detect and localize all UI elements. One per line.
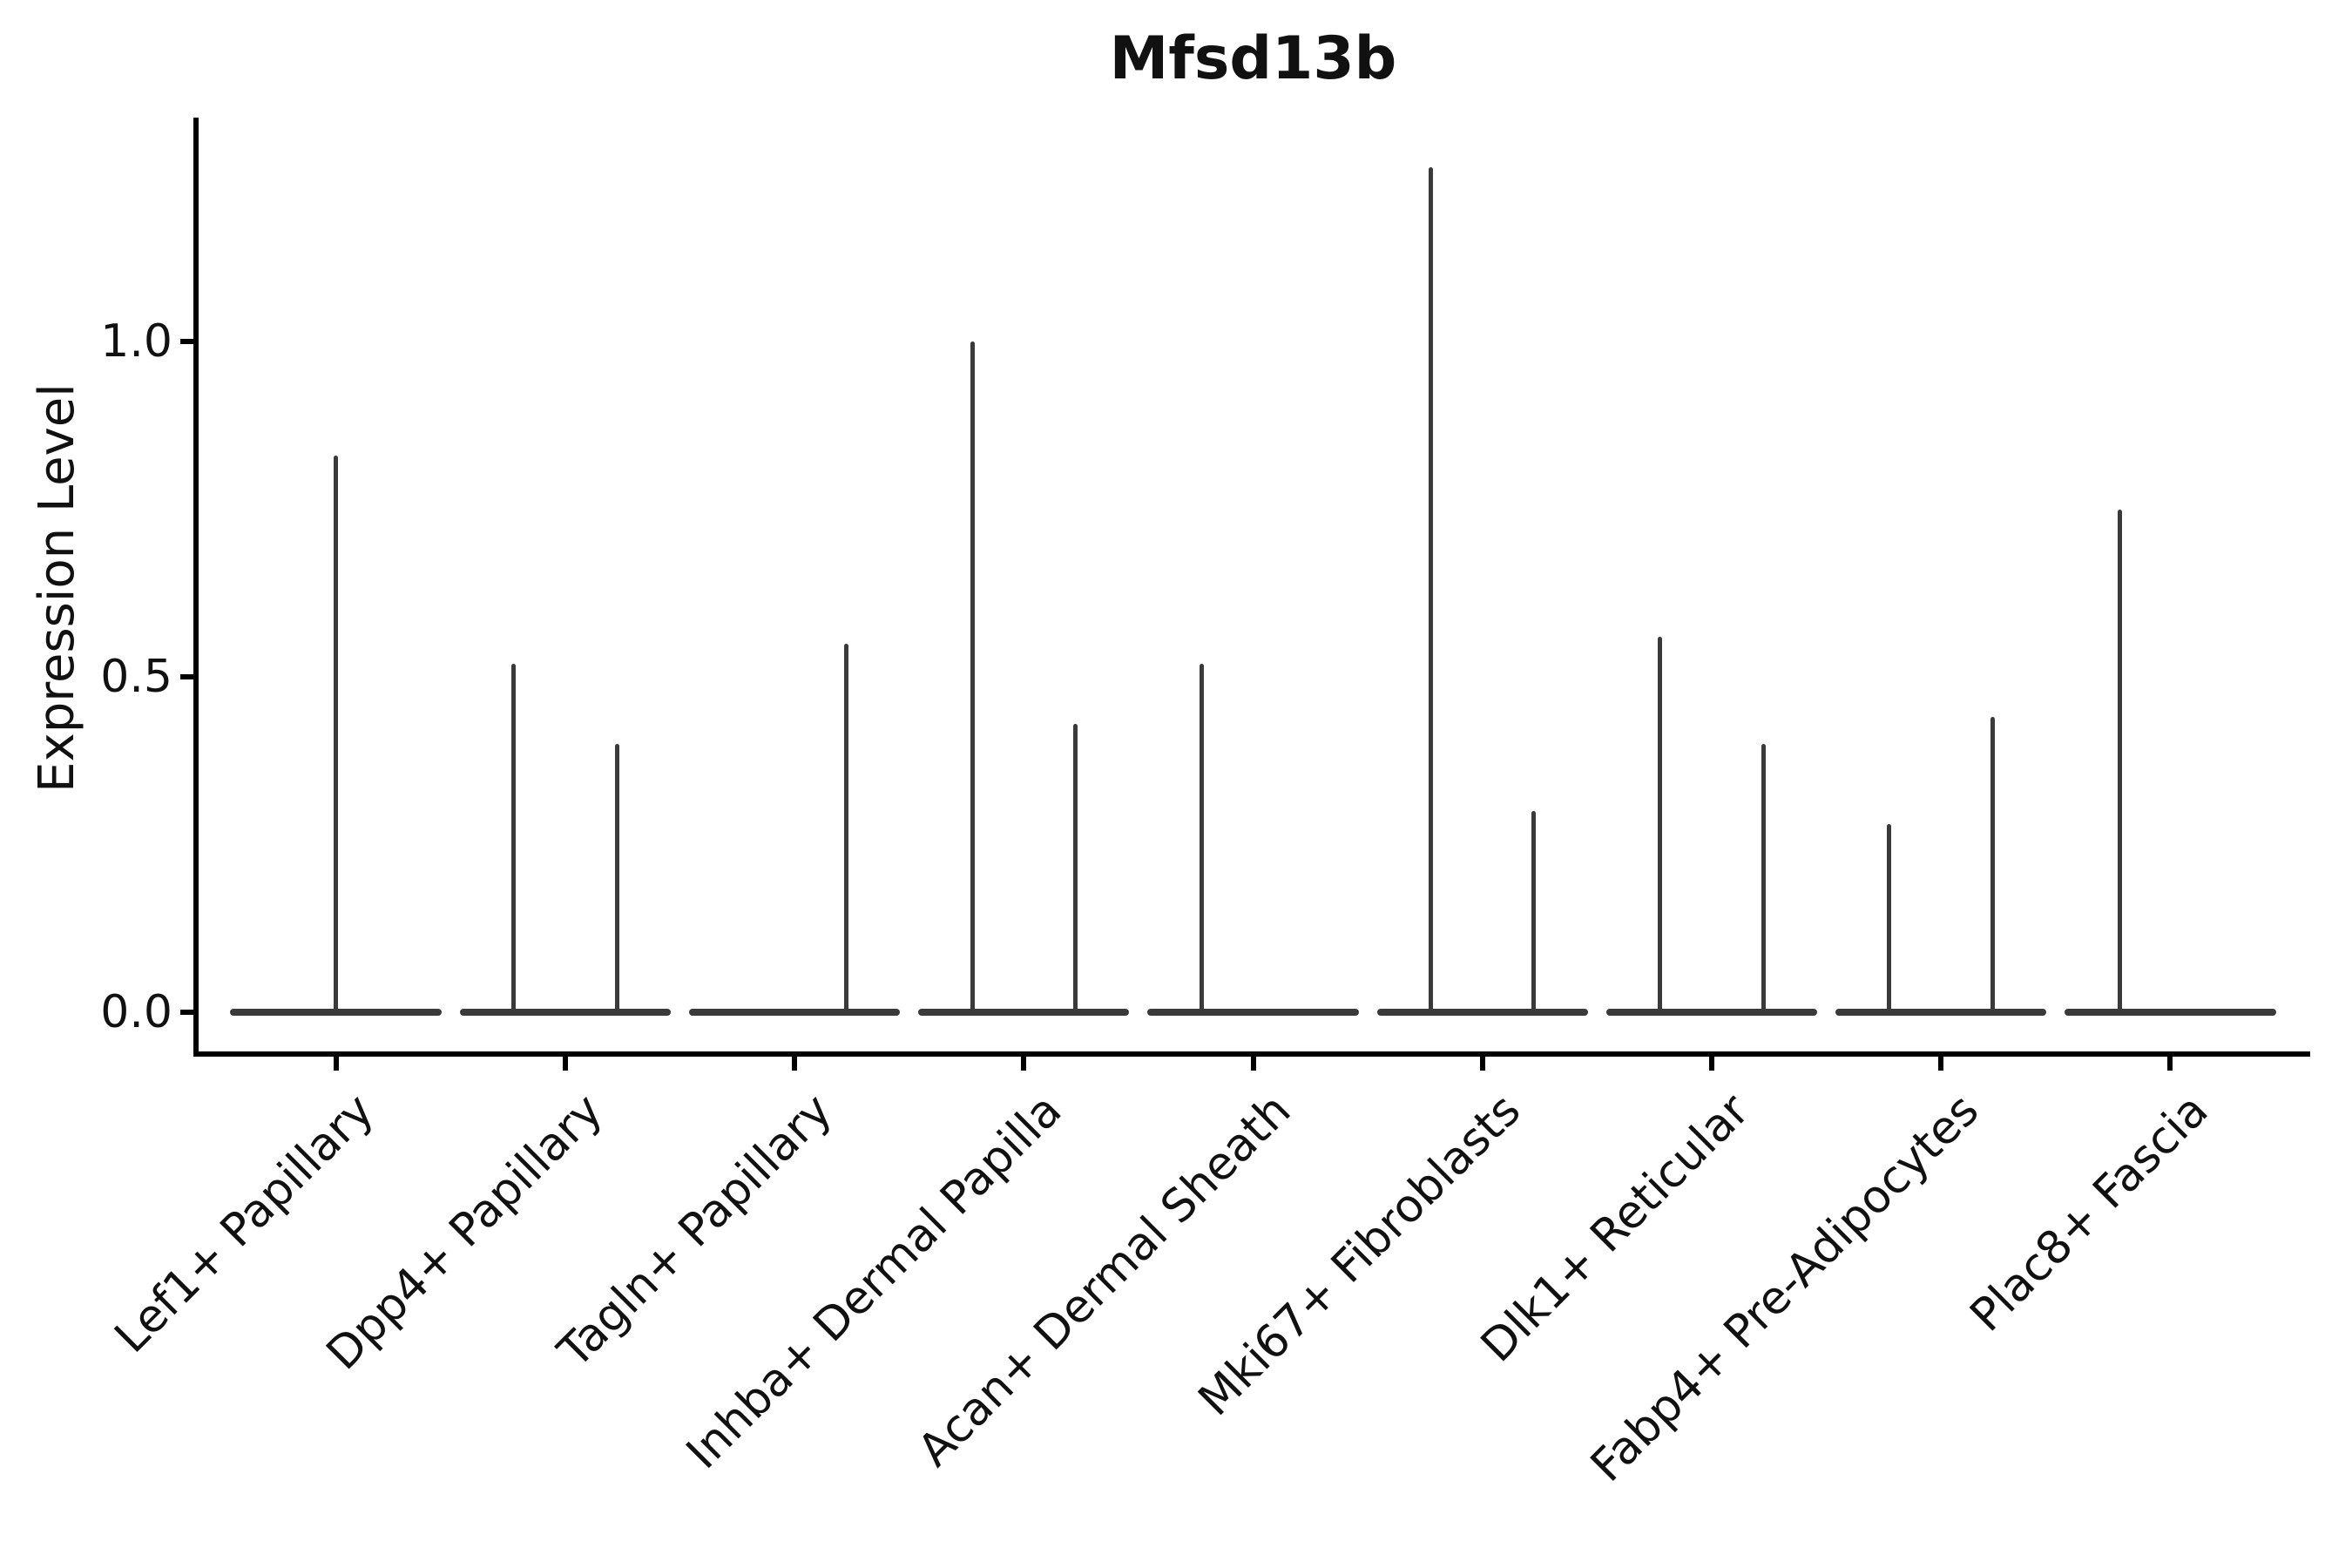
x-tick-mark [333,1056,339,1071]
y-tick-label: 0.5 [100,651,172,703]
violin-spike [970,341,975,1012]
y-tick-mark [180,1010,193,1015]
violin-base [459,1009,671,1016]
x-tick-mark [1250,1056,1256,1071]
violin-spike [334,455,339,1012]
violin-spike [1761,744,1766,1012]
x-tick-mark [1938,1056,1944,1071]
y-tick-mark [180,674,193,679]
violin-base [230,1009,442,1016]
x-tick-mark [2167,1056,2173,1071]
x-tick-label: Acan+ Dermal Sheath [908,1084,1301,1477]
violin-spike [843,643,848,1012]
x-tick-mark [1708,1056,1714,1071]
violin-spike [1429,166,1433,1012]
x-tick-mark [1479,1056,1485,1071]
violin-base [1147,1009,1359,1016]
x-tick-label: Fabp4+ Pre-Adipocytes [1580,1084,1990,1492]
y-tick-label: 0.0 [100,986,172,1038]
x-tick-mark [1021,1056,1027,1071]
x-tick-mark [792,1056,798,1071]
violin-base [918,1009,1130,1016]
violin-base [688,1009,901,1016]
x-tick-label: Plac8+ Fascia [1960,1084,2219,1342]
violin-spike [1887,824,1892,1012]
violin-base [1376,1009,1588,1016]
plot-title: Mfsd13b [1109,24,1397,93]
violin-spike [614,744,619,1012]
x-tick-mark [562,1056,568,1071]
violin-base [1835,1009,2047,1016]
y-tick-mark [180,339,193,344]
violin-spike [1199,663,1204,1012]
y-tick-label: 1.0 [100,315,172,368]
x-axis-line [193,1051,2310,1057]
violin-base [2065,1009,2276,1016]
violin-spike [1531,811,1537,1012]
violin-spike [2118,509,2123,1012]
violin-spike [1990,717,1995,1012]
y-axis-line [193,118,199,1057]
violin-spike [1072,723,1078,1012]
violin-spike [1658,636,1663,1012]
violin-base [1605,1009,1818,1016]
violin-spike [511,663,517,1012]
x-tick-label: Inhba+ Dermal Papilla [676,1084,1072,1480]
